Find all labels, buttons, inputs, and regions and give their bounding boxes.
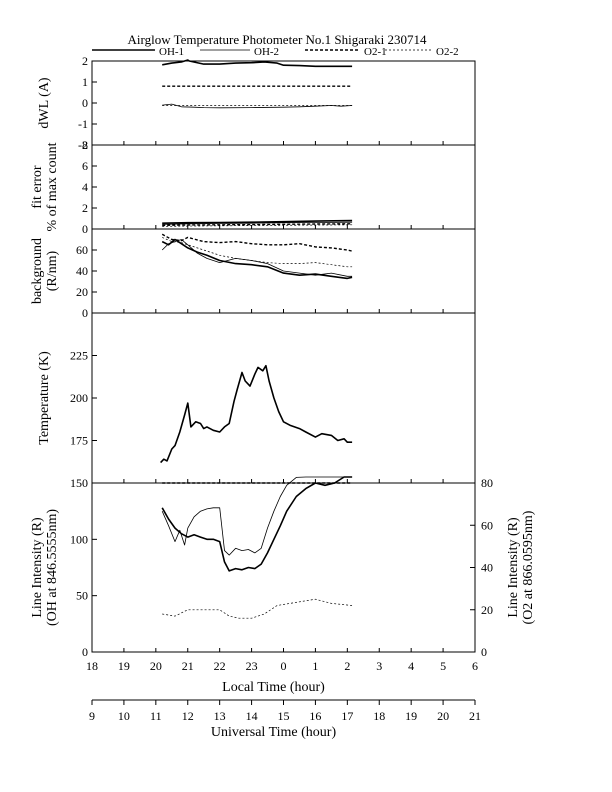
y-tick-label-5: 150 xyxy=(70,476,88,490)
x-tick-label-universal: 9 xyxy=(89,709,95,723)
y-axis-label-2: % of max count xyxy=(45,142,60,231)
x-tick-label-local: 21 xyxy=(182,659,194,673)
x-tick-label-local: 20 xyxy=(150,659,162,673)
panel-frame-4 xyxy=(91,312,476,484)
y-axis-label-3: background xyxy=(30,238,45,304)
y-axis-label-5: (OH at 846.5555nm) xyxy=(45,509,60,626)
series-line-oh-2-panel-3 xyxy=(161,239,353,277)
y-axis-label-3: (R/nm) xyxy=(45,250,60,291)
y-axis-label-5: Line Intensity (R) xyxy=(30,517,45,618)
legend-label-oh-2: OH-2 xyxy=(254,46,279,58)
series-line-oh-2-panel-1 xyxy=(162,103,353,109)
panel-frame-1 xyxy=(91,60,476,146)
x-tick-label-universal: 13 xyxy=(214,709,226,723)
x-tick-label-local: 2 xyxy=(344,659,350,673)
x-tick-label-universal: 20 xyxy=(437,709,449,723)
y-tick-label-1: 0 xyxy=(82,96,88,110)
y-tick-label-5: 100 xyxy=(70,532,88,546)
series-line-oh-1-panel-3 xyxy=(161,238,353,280)
x-tick-label-local: 18 xyxy=(86,659,98,673)
y-tick-label-3: 60 xyxy=(76,243,88,257)
series-line-oh-1-panel-5 xyxy=(161,476,353,572)
x-tick-label-universal: 14 xyxy=(246,709,258,723)
y-axis-label-1: dWL (A) xyxy=(37,77,52,129)
y-axis-label-right-5: (O2 at 866.0595nm) xyxy=(521,510,536,624)
y-tick-label-5: 0 xyxy=(82,645,88,659)
y-tick-label-3: 0 xyxy=(82,306,88,320)
series-line-oh-2-panel-2 xyxy=(162,221,353,225)
series-line-o2-2-panel-5 xyxy=(162,598,353,619)
x-tick-label-local: 4 xyxy=(408,659,414,673)
y-tick-label-1: -2 xyxy=(78,138,88,152)
x-tick-label-local: 6 xyxy=(472,659,478,673)
x-axis-label-universal: Universal Time (hour) xyxy=(211,725,337,740)
y-axis-label-4: Temperature (K) xyxy=(37,351,52,445)
x-tick-label-local: 0 xyxy=(281,659,287,673)
series-line-o2-2-panel-2 xyxy=(162,224,353,227)
y-tick-label-2: 8 xyxy=(82,138,88,152)
y-tick-label-2: 4 xyxy=(82,180,88,194)
y-tick-label-right-5: 80 xyxy=(481,476,493,490)
x-tick-label-universal: 18 xyxy=(373,709,385,723)
y-tick-label-3: 20 xyxy=(76,285,88,299)
x-tick-label-local: 3 xyxy=(376,659,382,673)
x-tick-label-universal: 19 xyxy=(405,709,417,723)
y-tick-label-4: 175 xyxy=(70,434,88,448)
y-tick-label-4: 225 xyxy=(70,349,88,363)
y-tick-label-right-5: 60 xyxy=(481,518,493,532)
series-line-oh-1-panel-4 xyxy=(160,364,353,464)
y-tick-label-1: 1 xyxy=(82,75,88,89)
y-tick-label-2: 6 xyxy=(82,159,88,173)
x-tick-label-universal: 16 xyxy=(309,709,321,723)
x-tick-label-universal: 17 xyxy=(341,709,353,723)
y-tick-label-5: 50 xyxy=(76,589,88,603)
x-tick-label-local: 22 xyxy=(214,659,226,673)
y-tick-label-4: 200 xyxy=(70,391,88,405)
y-tick-label-2: 0 xyxy=(82,222,88,236)
x-tick-label-local: 5 xyxy=(440,659,446,673)
x-tick-label-universal: 12 xyxy=(182,709,194,723)
x-axis-label-local: Local Time (hour) xyxy=(222,680,325,695)
legend-label-o2-2: O2-2 xyxy=(436,46,459,58)
y-tick-label-1: 2 xyxy=(82,54,88,68)
y-tick-label-1: -1 xyxy=(78,117,88,131)
y-tick-label-right-5: 40 xyxy=(481,561,493,575)
x-tick-label-universal: 15 xyxy=(278,709,290,723)
series-line-o2-1-panel-3 xyxy=(161,233,353,252)
y-axis-label-2: fit error xyxy=(30,165,45,208)
y-axis-label-right-5: Line Intensity (R) xyxy=(506,517,521,618)
x-tick-label-universal: 10 xyxy=(118,709,130,723)
y-tick-label-3: 40 xyxy=(76,264,88,278)
y-tick-label-right-5: 0 xyxy=(481,645,487,659)
y-tick-label-2: 2 xyxy=(82,201,88,215)
x-tick-label-universal: 21 xyxy=(469,709,481,723)
panel-frame-5 xyxy=(91,482,476,653)
chart-title: Airglow Temperature Photometer No.1 Shig… xyxy=(128,32,428,47)
x-tick-label-universal: 11 xyxy=(150,709,162,723)
series-line-o2-2-panel-3 xyxy=(162,237,353,268)
series-line-oh-1-panel-2 xyxy=(162,219,353,224)
x-tick-label-local: 23 xyxy=(246,659,258,673)
y-tick-label-right-5: 20 xyxy=(481,603,493,617)
series-line-o2-1-panel-2 xyxy=(162,223,353,226)
panel-frame-2 xyxy=(91,144,476,230)
x-tick-label-local: 19 xyxy=(118,659,130,673)
x-tick-label-local: 1 xyxy=(312,659,318,673)
legend-label-oh-1: OH-1 xyxy=(159,46,184,58)
series-line-oh-1-panel-1 xyxy=(162,59,353,68)
legend-label-o2-1: O2-1 xyxy=(364,46,387,58)
series-line-oh-2-panel-5 xyxy=(161,476,353,556)
